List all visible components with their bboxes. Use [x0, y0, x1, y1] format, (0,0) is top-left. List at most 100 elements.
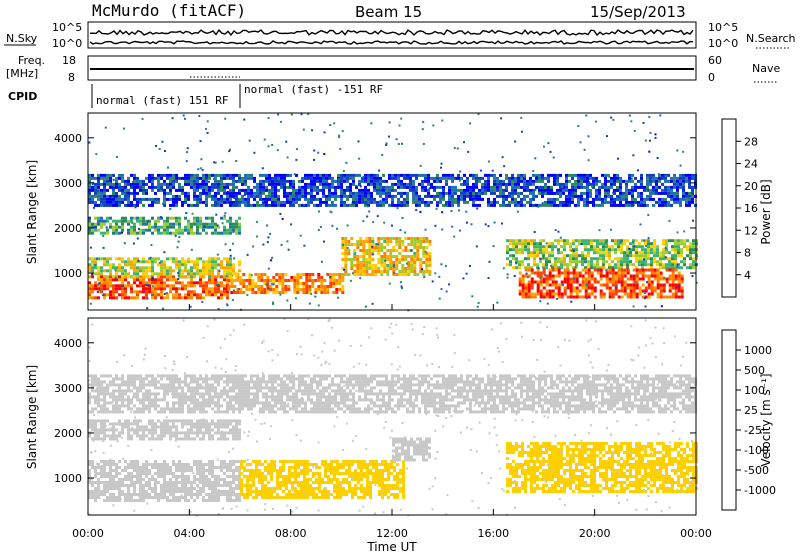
- heatmap-cell: [389, 267, 393, 270]
- heatmap-cell: [178, 487, 181, 490]
- heatmap-cell: [616, 203, 619, 207]
- heatmap-cell: [532, 179, 535, 183]
- heatmap-cell: [228, 150, 231, 153]
- heatmap-cell: [103, 287, 106, 291]
- heatmap-cell: [306, 472, 309, 475]
- heatmap-cell: [613, 203, 616, 207]
- heatmap-cell: [208, 222, 211, 226]
- heatmap-cell: [401, 258, 405, 261]
- heatmap-cell: [586, 176, 589, 180]
- heatmap-cell: [306, 493, 309, 496]
- heatmap-cell: [506, 257, 509, 261]
- heatmap-cell: [215, 213, 218, 216]
- heatmap-cell: [161, 188, 164, 191]
- heatmap-cell: [451, 185, 454, 189]
- heatmap-cell: [328, 176, 331, 180]
- heatmap-cell: [673, 200, 676, 204]
- heatmap-cell: [362, 261, 366, 264]
- heatmap-cell: [187, 182, 190, 186]
- heatmap-cell: [91, 183, 94, 186]
- heatmap-cell: [103, 278, 106, 282]
- heatmap-cell: [311, 285, 315, 288]
- heatmap-cell: [629, 242, 632, 246]
- heatmap-cell: [563, 263, 566, 267]
- heatmap-cell: [109, 481, 112, 484]
- heatmap-cell: [680, 289, 684, 293]
- heatmap-cell: [478, 194, 481, 198]
- heatmap-cell: [337, 182, 340, 186]
- heatmap-cell: [628, 200, 631, 204]
- heatmap-cell: [394, 176, 397, 180]
- heatmap-cell: [415, 209, 418, 212]
- heatmap-cell: [692, 263, 695, 267]
- heatmap-cell: [554, 286, 558, 290]
- heatmap-cell: [346, 176, 349, 180]
- heatmap-cell: [607, 191, 610, 195]
- heatmap-cell: [163, 260, 166, 264]
- heatmap-cell: [106, 460, 109, 463]
- heatmap-cell: [217, 475, 220, 478]
- heatmap-cell: [349, 203, 352, 207]
- heatmap-cell: [130, 219, 133, 223]
- heatmap-cell: [229, 460, 232, 463]
- heatmap-cell: [332, 285, 336, 288]
- heatmap-cell: [100, 290, 103, 294]
- heatmap-cell: [587, 254, 590, 258]
- heatmap-cell: [91, 466, 94, 469]
- heatmap-cell: [91, 269, 94, 273]
- heatmap-cell: [655, 176, 658, 180]
- heatmap-cell: [199, 232, 202, 235]
- heatmap-cell: [146, 297, 149, 300]
- heatmap-cell: [557, 283, 561, 287]
- heatmap-cell: [383, 264, 387, 267]
- heatmap-cell: [325, 203, 328, 207]
- heatmap-cell: [451, 194, 454, 198]
- heatmap-cell: [590, 274, 594, 278]
- heatmap-cell: [184, 293, 187, 297]
- heatmap-cell: [554, 292, 558, 296]
- heatmap-cell: [346, 247, 349, 249]
- heatmap-cell: [139, 266, 142, 270]
- heatmap-cell: [276, 472, 279, 475]
- heatmap-cell: [653, 251, 656, 255]
- heatmap-cell: [641, 248, 644, 252]
- heatmap-cell: [100, 257, 103, 261]
- heatmap-cell: [276, 475, 279, 478]
- heatmap-cell: [106, 475, 109, 478]
- heatmap-cell: [220, 290, 223, 294]
- heatmap-cell: [94, 496, 97, 499]
- heatmap-cell: [361, 200, 364, 204]
- heatmap-cell: [166, 222, 169, 226]
- heatmap-cell: [574, 194, 577, 198]
- heatmap-cell: [175, 487, 178, 490]
- heatmap-cell: [481, 185, 484, 189]
- heatmap-cell: [466, 221, 468, 224]
- heatmap-cell: [692, 257, 695, 261]
- heatmap-cell: [584, 289, 588, 293]
- heatmap-cell: [428, 255, 432, 258]
- heatmap-cell: [272, 301, 275, 304]
- heatmap-cell: [322, 173, 325, 177]
- heatmap-cell: [255, 496, 258, 499]
- heatmap-cell: [208, 499, 211, 502]
- heatmap-cell: [578, 254, 581, 258]
- heatmap-cell: [267, 267, 270, 270]
- heatmap-cell: [295, 158, 298, 161]
- heatmap-cell: [652, 173, 655, 177]
- heatmap-cell: [577, 200, 580, 204]
- heatmap-cell: [247, 188, 250, 192]
- heatmap-cell: [267, 236, 270, 239]
- heatmap-cell: [88, 222, 91, 226]
- heatmap-cell: [133, 225, 136, 229]
- heatmap-cell: [160, 472, 163, 475]
- heatmap-cell: [160, 275, 163, 279]
- heatmap-cell: [103, 466, 106, 469]
- heatmap-cell: [505, 188, 508, 191]
- heatmap-cell: [202, 269, 205, 273]
- y-tick-label: 3000: [54, 177, 82, 190]
- heatmap-cell: [115, 475, 118, 478]
- heatmap-cell: [688, 182, 691, 186]
- heatmap-cell: [223, 185, 226, 189]
- heatmap-cell: [347, 249, 351, 252]
- heatmap-cell: [539, 251, 542, 255]
